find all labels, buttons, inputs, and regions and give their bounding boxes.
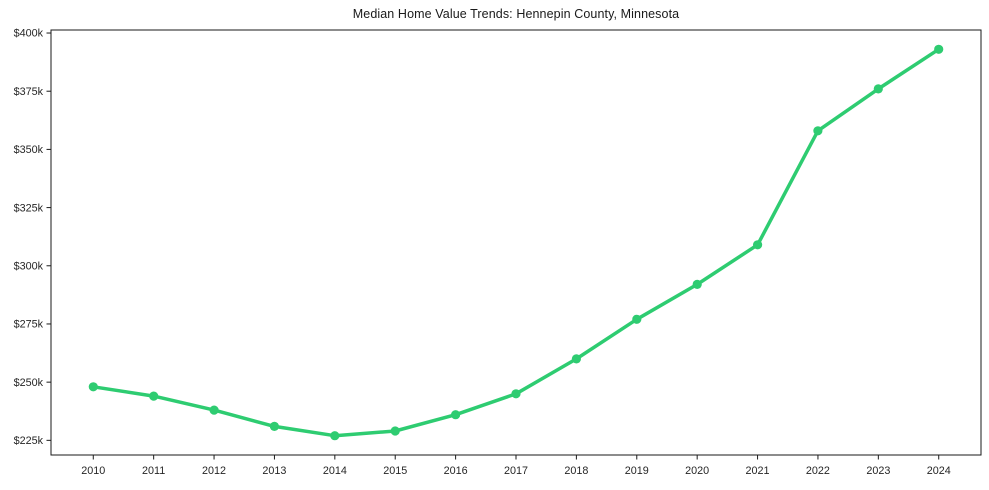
x-axis-tick-label: 2021 [746,465,770,477]
x-axis-tick-label: 2016 [444,465,468,477]
data-point-marker [934,44,944,54]
x-axis-tick-label: 2014 [323,465,347,477]
x-axis-tick-label: 2019 [625,465,649,477]
y-axis-tick-label: $300k [14,260,44,272]
data-point-marker [873,84,883,94]
data-point-marker [390,426,400,436]
y-axis-tick-label: $400k [14,28,44,40]
y-axis-tick-label: $275k [14,319,44,331]
y-axis-tick-label: $325k [14,202,44,214]
x-axis-tick-label: 2020 [685,465,709,477]
data-point-marker [753,240,763,250]
x-axis-tick-label: 2011 [142,465,165,477]
x-axis-tick-label: 2017 [504,465,528,477]
data-point-marker [692,279,702,289]
y-axis-tick-label: $225k [14,435,44,447]
data-point-marker [571,354,582,364]
x-axis-tick-label: 2013 [262,465,286,477]
data-point-marker [813,126,823,136]
x-axis-tick-label: 2024 [927,465,951,477]
data-point-marker [269,421,279,431]
x-axis-tick-label: 2018 [564,465,588,477]
data-point-marker [330,431,340,441]
data-point-marker [511,389,521,399]
x-axis-tick-label: 2023 [866,465,890,477]
trend-line [91,47,941,438]
x-axis-tick-label: 2022 [806,465,830,477]
data-point-marker [632,314,642,324]
data-point-marker [209,405,219,415]
data-point-marker [149,391,159,401]
data-point-marker [88,382,98,392]
x-axis-tick-label: 2015 [383,465,407,477]
y-axis-tick-label: $375k [14,86,44,98]
data-point-marker [451,410,461,420]
chart-title: Median Home Value Trends: Hennepin Count… [352,7,680,21]
x-axis-tick-label: 2010 [81,465,105,477]
y-axis-tick-label: $250k [14,377,44,389]
y-axis-tick-label: $350k [14,144,44,156]
x-axis-tick-label: 2012 [202,465,226,477]
